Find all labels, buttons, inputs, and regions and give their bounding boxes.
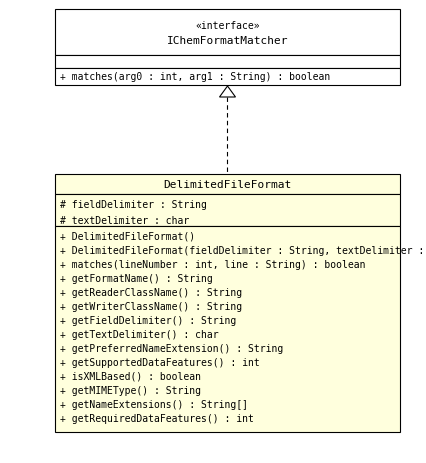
- Text: IChemFormatMatcher: IChemFormatMatcher: [167, 36, 288, 46]
- Bar: [55, 175, 399, 194]
- Text: + matches(lineNumber : int, line : String) : boolean: + matches(lineNumber : int, line : Strin…: [60, 259, 365, 269]
- Text: + getRequiredDataFeatures() : int: + getRequiredDataFeatures() : int: [60, 413, 253, 423]
- Text: + matches(arg0 : int, arg1 : String) : boolean: + matches(arg0 : int, arg1 : String) : b…: [60, 72, 329, 82]
- Text: # fieldDelimiter : String: # fieldDelimiter : String: [60, 200, 206, 210]
- Text: + getSupportedDataFeatures() : int: + getSupportedDataFeatures() : int: [60, 357, 259, 367]
- Text: + getPreferredNameExtension() : String: + getPreferredNameExtension() : String: [60, 343, 282, 353]
- Text: + DelimitedFileFormat(fieldDelimiter : String, textDelimiter : char): + DelimitedFileFormat(fieldDelimiter : S…: [60, 245, 426, 256]
- Text: + getMIMEType() : String: + getMIMEType() : String: [60, 385, 201, 395]
- Text: + getReaderClassName() : String: + getReaderClassName() : String: [60, 288, 242, 297]
- Text: + DelimitedFileFormat(): + DelimitedFileFormat(): [60, 232, 195, 242]
- Text: + getFormatName() : String: + getFormatName() : String: [60, 274, 212, 283]
- Text: DelimitedFileFormat: DelimitedFileFormat: [163, 180, 291, 189]
- Text: + getFieldDelimiter() : String: + getFieldDelimiter() : String: [60, 315, 236, 325]
- Polygon shape: [219, 87, 235, 98]
- Bar: [55, 194, 399, 226]
- Text: «interface»: «interface»: [195, 21, 259, 31]
- Text: # textDelimiter : char: # textDelimiter : char: [60, 216, 189, 225]
- Bar: [55, 56, 399, 69]
- Bar: [55, 226, 399, 432]
- Text: + isXMLBased() : boolean: + isXMLBased() : boolean: [60, 371, 201, 381]
- Text: + getWriterClassName() : String: + getWriterClassName() : String: [60, 301, 242, 311]
- Text: + getTextDelimiter() : char: + getTextDelimiter() : char: [60, 329, 218, 339]
- Text: + getNameExtensions() : String[]: + getNameExtensions() : String[]: [60, 399, 248, 409]
- Bar: [55, 69, 399, 86]
- Bar: [55, 10, 399, 56]
